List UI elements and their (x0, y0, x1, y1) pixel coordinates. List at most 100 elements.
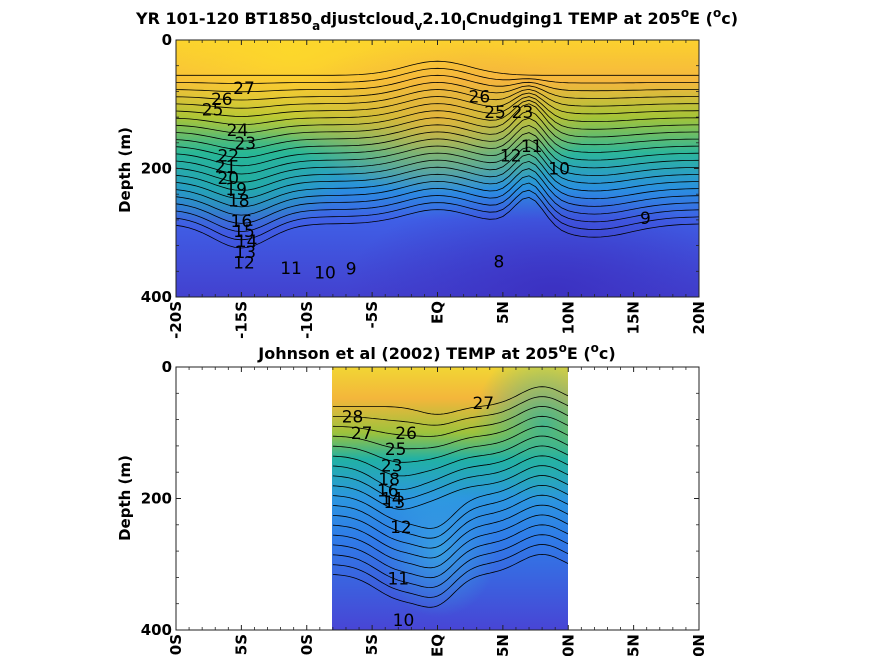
y-tick-label: 200 (141, 160, 172, 178)
contour-label: 12 (233, 253, 255, 273)
isotherm (332, 553, 568, 608)
contour-label: 13 (234, 243, 256, 263)
contour-label: 10 (393, 611, 415, 631)
isotherm (332, 494, 568, 549)
isotherm (176, 74, 699, 93)
contour-label: 25 (202, 100, 224, 120)
bottom-axes: -20S -15S -10S -5S EQ 5N 10N 15N 20N 0 200 400 (141, 358, 708, 656)
contour-label: 12 (500, 147, 522, 167)
y-tick-label: 0 (162, 31, 172, 49)
isotherm (176, 88, 699, 109)
isotherm (332, 445, 568, 491)
x-tick-label: 20N (690, 301, 708, 334)
x-tick-label: -20S (167, 634, 185, 656)
bottom-colorfield (332, 367, 568, 630)
contour-label: 14 (381, 490, 403, 510)
contour-label: 26 (395, 424, 417, 444)
bottom-contour-lines (332, 386, 568, 608)
isotherm (176, 81, 699, 101)
y-tick-label: 400 (141, 288, 172, 306)
contour-label: 16 (377, 482, 399, 502)
isotherm (176, 182, 699, 233)
contour-label: 23 (381, 457, 403, 477)
contour-label: 27 (233, 79, 255, 99)
isotherm (176, 168, 699, 216)
isotherm (332, 475, 568, 529)
contour-label: 13 (384, 493, 406, 513)
x-tick-label: 5N (494, 301, 512, 324)
isotherm (176, 103, 699, 142)
isotherm (332, 484, 568, 539)
bottom-panel: Johnson et al (2002) TEMP at 205oE (oc) … (116, 341, 708, 656)
contour-label: 26 (211, 90, 233, 110)
x-tick-label: -20S (167, 301, 185, 339)
x-tick-label: EQ (429, 634, 447, 656)
contour-label: 25 (385, 440, 407, 460)
y-tick-label: 400 (141, 621, 172, 639)
x-tick-label: 5N (494, 634, 512, 656)
contour-label: 24 (227, 121, 249, 141)
top-axes: -20S -15S -10S -5S EQ 5N 10N 15N 20N 0 200 400 (141, 31, 708, 339)
isotherm (176, 124, 699, 167)
isotherm (176, 160, 699, 208)
contour-label: 22 (217, 147, 239, 167)
contour-label: 10 (548, 160, 570, 180)
contour-label: 18 (378, 470, 400, 490)
isotherm (332, 425, 568, 463)
isotherm (332, 435, 568, 477)
x-tick-label: -5S (363, 301, 381, 328)
contour-label: 16 (231, 212, 253, 232)
top-panel: YR 101-120 BT1850adjustcloudv2.10lCnudgi… (116, 6, 738, 339)
contour-label: 19 (225, 180, 247, 200)
isotherm (176, 132, 699, 175)
x-tick-label: 10N (559, 301, 577, 334)
contour-label: 23 (234, 134, 256, 154)
contour-label: 14 (236, 232, 258, 252)
x-tick-label: 15N (625, 634, 643, 656)
contour-label: 10 (314, 264, 336, 284)
isotherm (176, 146, 699, 191)
contour-label: 9 (640, 209, 651, 229)
y-tick-label: 0 (162, 358, 172, 376)
contour-label: 27 (351, 424, 373, 444)
isotherm (176, 117, 699, 159)
contour-label: 27 (472, 394, 494, 414)
x-tick-label: -15S (232, 634, 250, 656)
contour-label: 23 (512, 103, 534, 123)
contour-label: 20 (217, 169, 239, 189)
top-contour-lines (176, 60, 699, 249)
isotherm (176, 99, 699, 134)
contour-label: 26 (469, 88, 491, 108)
isotherm (332, 386, 568, 415)
contour-label: 25 (484, 103, 506, 123)
isotherm (332, 465, 568, 510)
isotherm (176, 139, 699, 183)
x-tick-label: -10S (298, 634, 316, 656)
isotherm (176, 189, 699, 241)
isotherm (332, 406, 568, 437)
isotherm (332, 544, 568, 598)
top-title: YR 101-120 BT1850adjustcloudv2.10lCnudgi… (135, 6, 738, 33)
contour-label: 12 (390, 518, 412, 538)
top-y-axis-label: Depth (m) (116, 127, 134, 213)
y-tick-label: 200 (141, 490, 172, 508)
x-tick-label: -10S (298, 301, 316, 339)
isotherm (176, 60, 699, 76)
x-tick-label: -5S (363, 634, 381, 656)
x-tick-label: EQ (429, 301, 447, 324)
isotherm (176, 67, 699, 85)
isotherm (332, 534, 568, 589)
isotherm (176, 175, 699, 224)
x-tick-label: 10N (559, 634, 577, 656)
isotherm (176, 96, 699, 126)
bottom-title: Johnson et al (2002) TEMP at 205oE (oc) (257, 341, 615, 363)
isotherm (332, 396, 568, 426)
contour-label: 11 (521, 137, 543, 157)
x-tick-label: 20N (690, 634, 708, 656)
x-tick-label: -15S (232, 301, 250, 339)
top-colorfield (176, 40, 699, 297)
isotherm (176, 110, 699, 150)
